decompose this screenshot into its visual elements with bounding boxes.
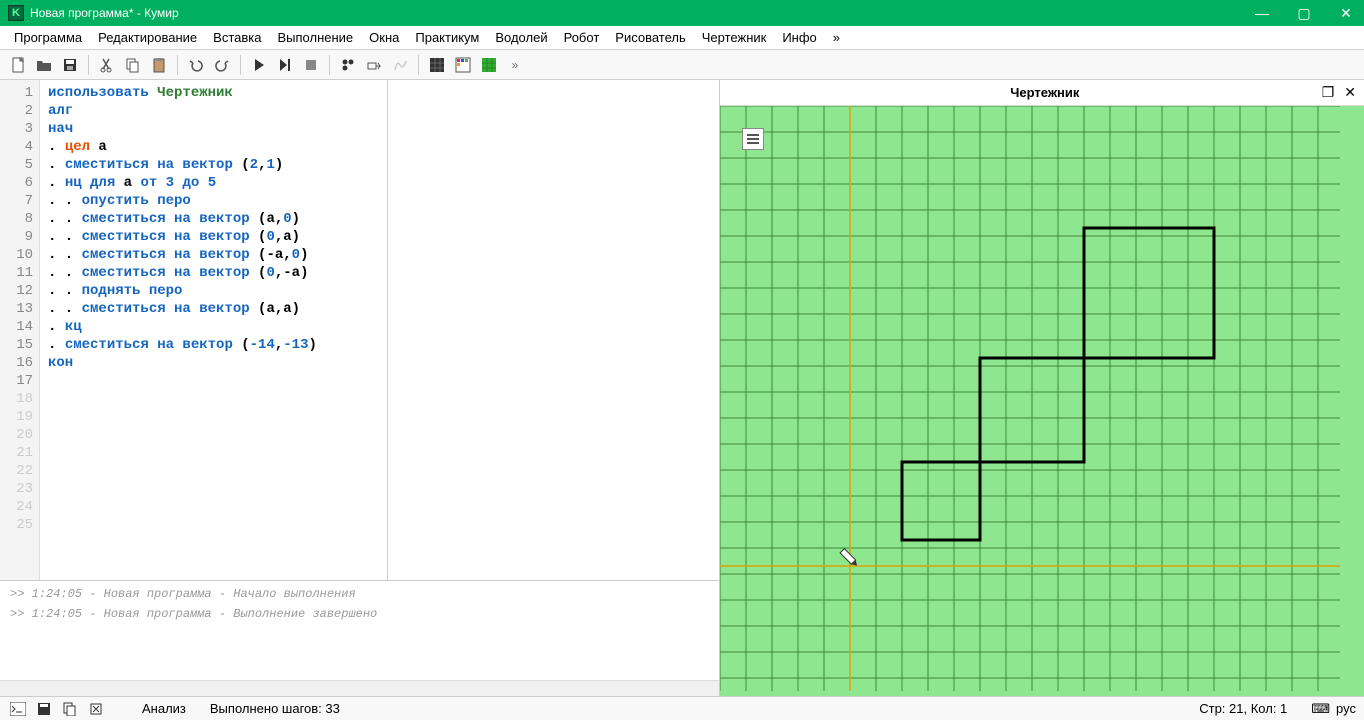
palette-button[interactable] [451,53,475,77]
horizontal-scrollbar[interactable] [0,680,719,696]
toolbar: » [0,50,1364,80]
more-button[interactable]: » [503,53,527,77]
menu-программа[interactable]: Программа [6,27,90,48]
close-button[interactable]: ✕ [1336,5,1356,22]
drawer-canvas[interactable] [720,106,1364,696]
sb-console-icon[interactable] [8,700,28,718]
cut-button[interactable] [95,53,119,77]
status-steps: Выполнено шагов: 33 [210,701,340,716]
save-file-button[interactable] [58,53,82,77]
drawer-header: Чертежник ❐ ✕ [720,80,1364,106]
status-cursor: Стр: 21, Кол: 1 [1199,701,1287,716]
console-line: >> 1:24:05 - Новая программа - Выполнени… [10,607,709,621]
menu-практикум[interactable]: Практикум [407,27,487,48]
drawer-close-button[interactable]: ✕ [1344,84,1356,101]
minimize-button[interactable]: — [1252,5,1272,22]
keyboard-icon[interactable]: ⌨ [1311,701,1330,717]
tool-c-button[interactable] [388,53,412,77]
output-console[interactable]: >> 1:24:05 - Новая программа - Начало вы… [0,580,719,680]
sb-copy-icon[interactable] [60,700,80,718]
open-file-button[interactable] [32,53,56,77]
titlebar: K Новая программа* - Кумир — ▢ ✕ [0,0,1364,26]
menu-инфо[interactable]: Инфо [774,27,824,48]
editor-secondary-pane [388,80,719,580]
window-controls: — ▢ ✕ [1252,5,1356,22]
stop-button[interactable] [299,53,323,77]
maximize-button[interactable]: ▢ [1294,5,1314,22]
grid-green-button[interactable] [477,53,501,77]
menu-водолей[interactable]: Водолей [487,27,555,48]
console-line: >> 1:24:05 - Новая программа - Начало вы… [10,587,709,601]
sb-clear-icon[interactable] [86,700,106,718]
code-area[interactable]: использовать Чертежникалгнач. цел а. сме… [40,80,388,580]
menubar: ПрограммаРедактированиеВставкаВыполнение… [0,26,1364,50]
app-icon: K [8,5,24,21]
copy-button[interactable] [121,53,145,77]
redo-button[interactable] [210,53,234,77]
step-button[interactable] [273,53,297,77]
run-button[interactable] [247,53,271,77]
menu-выполнение[interactable]: Выполнение [269,27,361,48]
drawer-menu-button[interactable] [742,128,764,150]
menu-»[interactable]: » [825,27,848,48]
new-file-button[interactable] [6,53,30,77]
menu-окна[interactable]: Окна [361,27,407,48]
drawer-restore-button[interactable]: ❐ [1322,84,1335,101]
line-gutter: 1234567891011121314151617181920212223242… [0,80,40,580]
tool-a-button[interactable] [336,53,360,77]
status-analysis: Анализ [142,701,186,716]
drawer-pane: Чертежник ❐ ✕ [720,80,1364,696]
menu-вставка[interactable]: Вставка [205,27,269,48]
undo-button[interactable] [184,53,208,77]
menu-робот[interactable]: Робот [556,27,608,48]
menu-редактирование[interactable]: Редактирование [90,27,205,48]
left-pane: 1234567891011121314151617181920212223242… [0,80,720,696]
sb-save-icon[interactable] [34,700,54,718]
code-editor[interactable]: 1234567891011121314151617181920212223242… [0,80,719,580]
grid-dark-button[interactable] [425,53,449,77]
menu-чертежник[interactable]: Чертежник [694,27,775,48]
drawer-title: Чертежник [768,85,1322,100]
status-lang[interactable]: рус [1336,701,1356,716]
paste-button[interactable] [147,53,171,77]
window-title: Новая программа* - Кумир [30,6,1252,20]
tool-b-button[interactable] [362,53,386,77]
statusbar: Анализ Выполнено шагов: 33 Стр: 21, Кол:… [0,696,1364,720]
menu-рисователь[interactable]: Рисователь [607,27,693,48]
